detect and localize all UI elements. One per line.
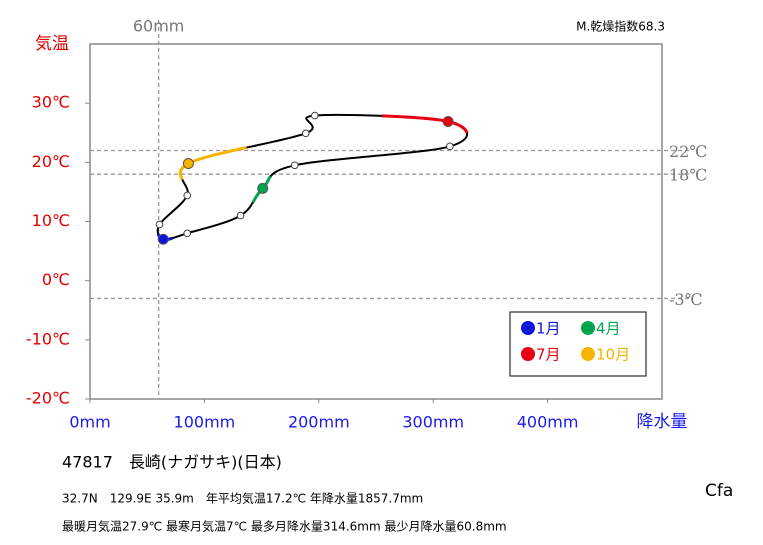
month-point [183,191,192,200]
highlight-segment [381,114,469,134]
station: 47817 長崎(ナガサキ)(日本) [62,453,282,472]
x-tick-label: 200mm [288,413,350,432]
y-tick-label: -20℃ [26,389,70,408]
legend-marker [581,321,595,335]
reference-label: 22℃ [669,142,707,161]
y-tick-label: 0℃ [42,270,70,289]
month-marker [442,116,454,128]
legend-box [509,311,647,377]
month-point [310,111,319,120]
legend-label: 7月 [536,346,561,364]
info-line: 最暖月気温27.9℃ 最寒月気温7℃ 最多月降水量314.6mm 最少月降水量6… [62,519,507,534]
climate-line [156,113,469,241]
month-point [301,129,310,138]
x-tick-label: 300mm [402,413,464,432]
legend-label: 10月 [596,346,630,364]
x-axis-label: 降水量 [637,412,688,432]
month-marker [157,233,169,245]
month-point [446,142,454,151]
reference-label: 18℃ [669,166,707,185]
climate-class: Cfa [705,481,733,501]
month-point [290,161,299,170]
x-tick-label: 400mm [517,413,579,432]
month-marker [182,158,194,170]
x-tick-label: 100mm [174,413,236,432]
month-point [183,229,192,238]
legend-marker [521,347,535,361]
y-tick-label: -10℃ [26,329,70,348]
x-tick-label: 0mm [69,413,110,432]
y-tick-label: 10℃ [32,211,70,230]
legend-label: 1月 [536,320,561,338]
month-point [155,220,164,229]
month-marker [257,182,269,194]
y-tick-label: 30℃ [32,93,70,112]
info-line: 32.7N 129.9E 35.9m 年平均気温17.2℃ 年降水量1857.7… [62,491,423,506]
y-axis-label: 気温 [35,34,69,54]
dryness-index: M.乾燥指数68.3 [576,19,665,34]
month-point [236,211,245,220]
legend-marker [581,347,595,361]
reference-label: 60mm [133,17,185,36]
legend-label: 4月 [596,320,621,338]
legend-marker [521,321,535,335]
reference-label: -3℃ [669,290,702,309]
y-tick-label: 20℃ [32,152,70,171]
